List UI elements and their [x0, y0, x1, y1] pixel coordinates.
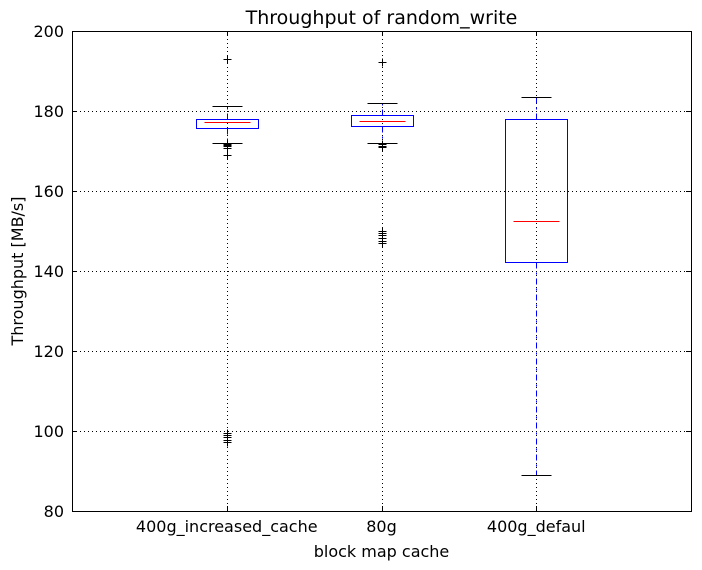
y-axis-ticks: 80 100 120 140 160 180 200 — [33, 22, 691, 521]
interquartile-box — [351, 115, 414, 127]
y-tick-label: 200 — [33, 22, 64, 41]
x-tick-label: 80g — [366, 517, 397, 536]
outlier-marker — [223, 151, 232, 160]
x-axis-ticks: 400g_increased_cache 80g 400g_defaul — [136, 31, 586, 537]
outlier-marker — [223, 55, 232, 64]
y-axis-label: Throughput [MB/s] — [8, 196, 27, 346]
outlier-marker — [378, 58, 387, 67]
y-tick-label: 140 — [33, 262, 64, 281]
outlier-marker — [378, 143, 387, 152]
x-tick-label: 400g_increased_cache — [136, 517, 318, 537]
interquartile-box — [196, 119, 259, 129]
box-plot-400g_defaul — [505, 97, 568, 476]
chart-title: Throughput of random_write — [245, 7, 518, 29]
interquartile-box — [505, 119, 568, 263]
y-tick-label: 80 — [44, 502, 64, 521]
outlier-marker — [223, 438, 232, 447]
y-tick-label: 100 — [33, 422, 64, 441]
outlier-marker — [378, 239, 387, 248]
box-plot-80g — [351, 58, 414, 248]
y-tick-label: 120 — [33, 342, 64, 361]
outlier-marker — [223, 144, 232, 153]
x-axis-label: block map cache — [314, 542, 450, 561]
y-tick-label: 180 — [33, 102, 64, 121]
x-tick-label: 400g_defaul — [487, 517, 586, 537]
box-plots — [196, 55, 568, 476]
box-plot-400g_increased_cache — [196, 55, 259, 447]
y-tick-label: 160 — [33, 182, 64, 201]
